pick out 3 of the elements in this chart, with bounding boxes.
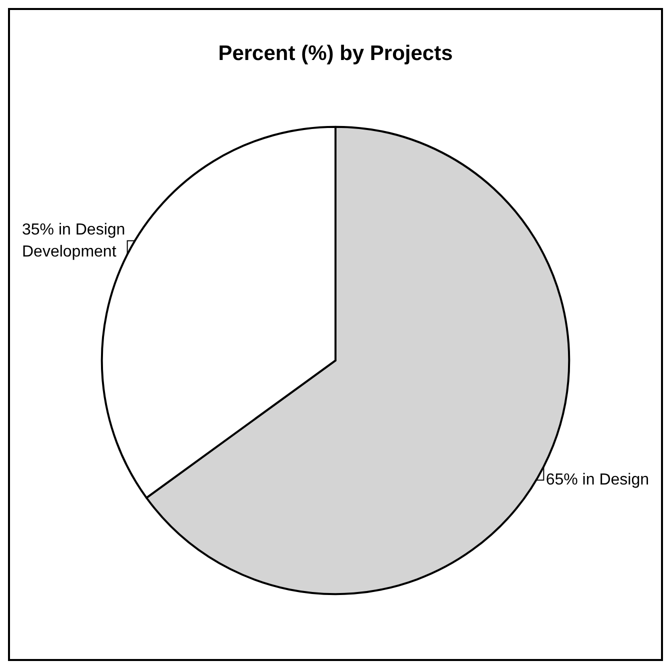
slice-label: 65% in Design <box>546 472 649 489</box>
chart-title: Percent (%) by Projects <box>218 42 453 65</box>
slice-label: 35% in Design Development <box>22 221 130 260</box>
